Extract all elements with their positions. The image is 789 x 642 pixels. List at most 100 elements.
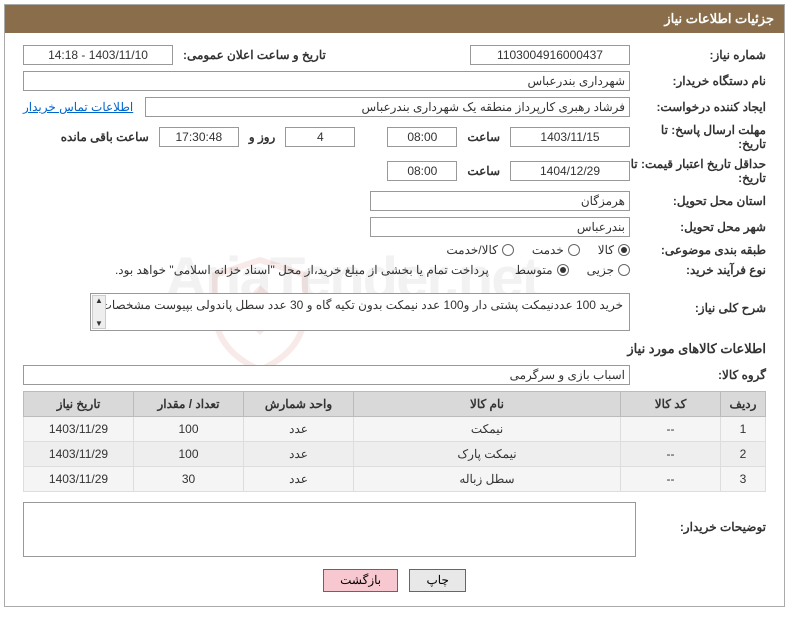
table-cell: -- [621,442,721,467]
page-container: جزئیات اطلاعات نیاز AriaTender.net شماره… [4,4,785,607]
radio-label: متوسط [515,263,553,277]
valid-time: 08:00 [387,161,457,181]
th-name: نام کالا [354,392,621,417]
table-cell: 1403/11/29 [24,467,134,492]
buyer-notes-label: توضیحات خریدار: [636,502,766,534]
group-label: گروه کالا: [636,368,766,382]
table-cell: 30 [134,467,244,492]
table-cell: نیمکت [354,417,621,442]
desc-label: شرح کلی نیاز: [636,293,766,315]
row-requester: ایجاد کننده درخواست: فرشاد رهبری کارپردا… [23,97,766,117]
header-bar: جزئیات اطلاعات نیاز [5,5,784,33]
content-area: شماره نیاز: 1103004916000437 تاریخ و ساع… [5,33,784,606]
radio-icon [502,244,514,256]
table-cell: 3 [721,467,766,492]
section-title-items: اطلاعات کالاهای مورد نیاز [23,341,766,357]
buyer-org-label: نام دستگاه خریدار: [636,74,766,88]
deadline-label: مهلت ارسال پاسخ: تا تاریخ: [636,123,766,151]
row-group: گروه کالا: اسباب بازی و سرگرمی [23,365,766,385]
description-textarea[interactable]: خرید 100 عددنیمکت پشتی دار و100 عدد نیمک… [90,293,630,331]
radio-icon [618,244,630,256]
row-deadline: مهلت ارسال پاسخ: تا تاریخ: 1403/11/15 سا… [23,123,766,151]
row-description: شرح کلی نیاز: خرید 100 عددنیمکت پشتی دار… [23,293,766,331]
deadline-time: 08:00 [387,127,457,147]
row-category: طبقه بندی موضوعی: کالا خدمت کالا/خدمت [23,243,766,257]
table-row: 2--نیمکت پارکعدد1001403/11/29 [24,442,766,467]
row-province: استان محل تحویل: هرمزگان [23,191,766,211]
table-cell: نیمکت پارک [354,442,621,467]
need-no-value: 1103004916000437 [470,45,630,65]
scrollbar[interactable]: ▲▼ [92,295,106,329]
row-buyer-org: نام دستگاه خریدار: شهرداری بندرعباس [23,71,766,91]
row-process: نوع فرآیند خرید: جزیی متوسط پرداخت تمام … [23,263,766,277]
desc-text: خرید 100 عددنیمکت پشتی دار و100 عدد نیمک… [101,298,623,312]
requester-value: فرشاد رهبری کارپرداز منطقه یک شهرداری بن… [145,97,630,117]
table-cell: 2 [721,442,766,467]
days-remaining: 4 [285,127,355,147]
valid-date: 1404/12/29 [510,161,630,181]
items-table: ردیف کد کالا نام کالا واحد شمارش تعداد /… [23,391,766,492]
requester-label: ایجاد کننده درخواست: [636,100,766,114]
table-cell: سطل زباله [354,467,621,492]
table-cell: 100 [134,417,244,442]
th-code: کد کالا [621,392,721,417]
table-cell: عدد [244,467,354,492]
button-row: چاپ بازگشت [23,569,766,596]
radio-minor[interactable]: جزیی [587,263,630,277]
radio-goods[interactable]: کالا [598,243,630,257]
table-cell: 100 [134,442,244,467]
table-cell: 1403/11/29 [24,417,134,442]
group-value: اسباب بازی و سرگرمی [23,365,630,385]
days-label: روز و [245,130,280,144]
category-radio-group: کالا خدمت کالا/خدمت [446,243,630,257]
time-label-2: ساعت [463,164,504,178]
deadline-date: 1403/11/15 [510,127,630,147]
radio-label: کالا [598,243,614,257]
process-label: نوع فرآیند خرید: [636,263,766,277]
table-header-row: ردیف کد کالا نام کالا واحد شمارش تعداد /… [24,392,766,417]
print-button[interactable]: چاپ [409,569,465,592]
th-qty: تعداد / مقدار [134,392,244,417]
row-need-number: شماره نیاز: 1103004916000437 تاریخ و ساع… [23,45,766,65]
radio-label: جزیی [587,263,614,277]
radio-label: کالا/خدمت [446,243,497,257]
row-valid-until: حداقل تاریخ اعتبار قیمت: تا تاریخ: 1404/… [23,157,766,185]
table-cell: -- [621,467,721,492]
back-button[interactable]: بازگشت [323,569,398,592]
row-city: شهر محل تحویل: بندرعباس [23,217,766,237]
valid-label: حداقل تاریخ اعتبار قیمت: تا تاریخ: [606,157,766,185]
table-cell: 1403/11/29 [24,442,134,467]
table-cell: -- [621,417,721,442]
table-cell: عدد [244,442,354,467]
province-value: هرمزگان [370,191,630,211]
table-row: 3--سطل زبالهعدد301403/11/29 [24,467,766,492]
buyer-org-value: شهرداری بندرعباس [23,71,630,91]
radio-medium[interactable]: متوسط [515,263,569,277]
table-row: 1--نیمکتعدد1001403/11/29 [24,417,766,442]
radio-label: خدمت [532,243,564,257]
payment-note: پرداخت تمام یا بخشی از مبلغ خرید،از محل … [115,263,489,277]
buyer-notes-textarea[interactable] [23,502,636,557]
th-date: تاریخ نیاز [24,392,134,417]
need-no-label: شماره نیاز: [636,48,766,62]
countdown-value: 17:30:48 [159,127,239,147]
radio-goods-service[interactable]: کالا/خدمت [446,243,513,257]
province-label: استان محل تحویل: [636,194,766,208]
header-title: جزئیات اطلاعات نیاز [664,11,774,26]
announce-label: تاریخ و ساعت اعلان عمومی: [179,48,330,62]
process-radio-group: جزیی متوسط [515,263,630,277]
contact-buyer-link[interactable]: اطلاعات تماس خریدار [23,100,133,114]
city-value: بندرعباس [370,217,630,237]
radio-icon [568,244,580,256]
radio-service[interactable]: خدمت [532,243,580,257]
th-row: ردیف [721,392,766,417]
radio-icon [557,264,569,276]
table-cell: عدد [244,417,354,442]
announce-value: 1403/11/10 - 14:18 [23,45,173,65]
radio-icon [618,264,630,276]
table-cell: 1 [721,417,766,442]
th-unit: واحد شمارش [244,392,354,417]
remain-label: ساعت باقی مانده [57,130,153,144]
row-buyer-notes: توضیحات خریدار: [23,502,766,557]
category-label: طبقه بندی موضوعی: [636,243,766,257]
